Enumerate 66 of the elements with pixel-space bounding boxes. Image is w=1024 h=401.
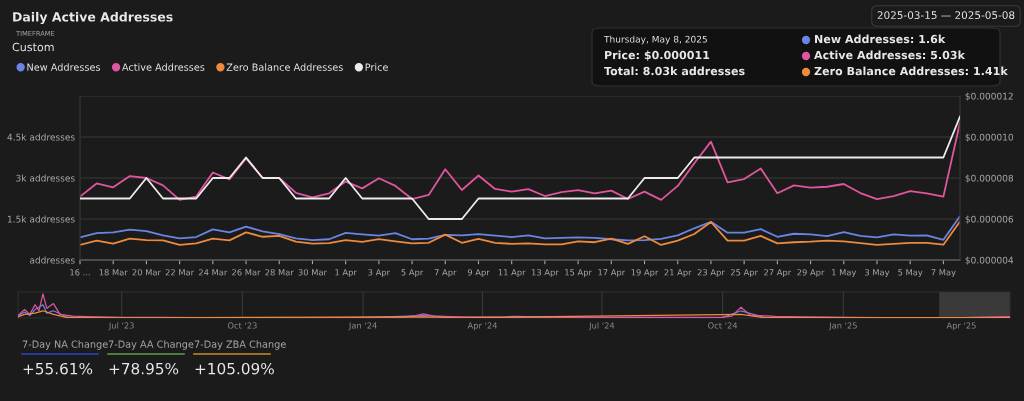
x-tick-label: 3 Apr (368, 269, 391, 278)
x-tick-label: Jan '24 (348, 322, 377, 331)
chart-subtitle: 2025-03-15 — 2025-05-08 (877, 11, 1015, 20)
x-tick-label: 3 May (865, 269, 890, 278)
x-tick-label: Oct '24 (708, 322, 738, 329)
x-tick-label: 26 Mar (232, 269, 261, 276)
y2-tick-label: $0.000004 (965, 256, 1014, 265)
x-tick-label: 30 Mar (298, 269, 327, 276)
x-tick-label: 11 Apr (498, 269, 526, 278)
text: Zero Balance Addresses: 1.41k (814, 66, 1008, 76)
y2-tick-label: $0.000010 (965, 133, 1014, 142)
legend-label: New Addresses (27, 63, 101, 71)
x-tick-label: 24 Mar (198, 269, 228, 276)
x-tick-label: 29 Apr (797, 269, 825, 278)
legend-label: Price (365, 63, 388, 71)
x-tick-label: 25 Apr (730, 269, 758, 278)
x-tick-label: Oct '23 (227, 322, 257, 329)
text: 7-Day ZBA Change (194, 340, 286, 350)
y-tick-label: addresses (29, 256, 75, 264)
x-tick-label: 19 Apr (631, 269, 659, 278)
text: Active Addresses: 5.03k (814, 50, 966, 60)
x-tick-label: 21 Apr (664, 269, 692, 278)
y-tick-label: 3k addresses (16, 174, 75, 182)
x-tick-label: 27 Apr (764, 269, 792, 278)
x-tick-label: 18 Mar (99, 269, 128, 276)
x-tick-label: 1 May (832, 269, 857, 278)
x-tick-label: 23 Apr (697, 269, 725, 278)
text: New Addresses: 1.6k (815, 34, 946, 44)
x-tick-label: 22 Mar (165, 269, 195, 276)
x-tick-label: 5 May (898, 269, 923, 278)
x-tick-label: 28 Mar (265, 269, 294, 276)
line-series (80, 220, 960, 246)
chart-title: Daily Active Addresses (13, 11, 173, 25)
text: +105.09% (195, 362, 274, 375)
x-tick-label: 7 May (931, 269, 956, 278)
line-series (80, 115, 960, 220)
text: 7-Day AA Change (108, 340, 194, 350)
x-tick-label: 17 Apr (598, 269, 626, 278)
legend-label: Zero Balance Addresses (226, 63, 343, 71)
x-tick-label: Jan '25 (828, 322, 857, 331)
x-tick-label: 20 Mar (132, 269, 161, 276)
x-tick-label: 15 Apr (565, 269, 592, 278)
legend-label: Active Addresses (121, 63, 205, 71)
y-tick-label: 1.5k addresses (7, 215, 75, 223)
text: Custom (12, 42, 54, 52)
x-tick-label: 9 Apr (467, 269, 490, 278)
y-tick-label: 4.5k addresses (7, 133, 75, 141)
y2-tick-label: $0.000006 (965, 215, 1014, 224)
x-tick-label: 1 Apr (335, 269, 357, 278)
x-tick-label: 13 Apr (531, 269, 559, 278)
y2-tick-label: $0.000012 (965, 92, 1013, 101)
line-series (80, 215, 960, 242)
text: 7-Day NA Change (22, 340, 108, 350)
x-tick-label: 7 Apr (434, 269, 457, 278)
text: +78.95% (109, 362, 179, 375)
y2-tick-label: $0.000008 (965, 174, 1014, 183)
x-tick-label: 16 ... (70, 269, 90, 276)
text: Price: $0.000011 (605, 50, 710, 61)
text: +55.61% (23, 362, 93, 375)
x-tick-label: Apr '25 (946, 322, 976, 331)
x-tick-label: Apr '24 (467, 322, 498, 331)
x-tick-label: Jul '24 (588, 322, 615, 331)
x-tick-label: Jul '23 (108, 322, 134, 331)
x-tick-label: 5 Apr (401, 269, 424, 278)
text: Thursday, May 8, 2025 (603, 35, 707, 45)
text: Total: 8.03k addresses (604, 66, 745, 76)
